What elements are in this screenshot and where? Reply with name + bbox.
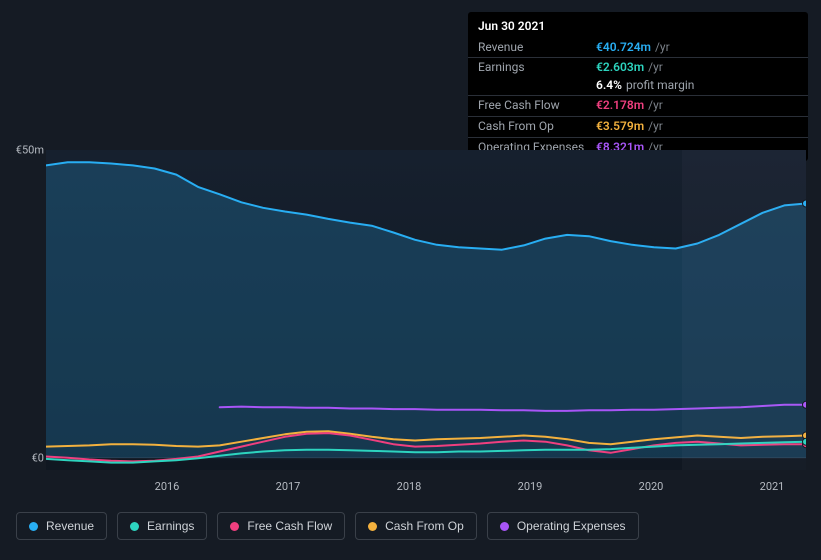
tooltip-row-unit: /yr	[648, 98, 663, 114]
tooltip-row: Revenue€40.724m/yr	[468, 38, 808, 58]
legend-swatch	[230, 522, 239, 531]
legend-label: Revenue	[46, 519, 94, 533]
tooltip-row: Cash From Op€3.579m/yr	[468, 116, 808, 137]
legend-swatch	[500, 522, 509, 531]
tooltip-row-label: Free Cash Flow	[478, 98, 596, 114]
chart-hover-band	[682, 150, 806, 470]
legend-item[interactable]: Operating Expenses	[487, 512, 639, 540]
chart-x-axis: 2016 2017 2018 2019 2020 2021	[16, 480, 806, 498]
legend-label: Operating Expenses	[517, 519, 626, 533]
tooltip-date: Jun 30 2021	[468, 16, 808, 38]
x-axis-label: 2019	[518, 480, 543, 493]
tooltip-row: Free Cash Flow€2.178m/yr	[468, 95, 808, 116]
tooltip-row-value: €40.724m	[596, 40, 651, 56]
financials-chart: €50m€0	[16, 150, 806, 500]
x-axis-label: 2018	[397, 480, 422, 493]
chart-legend: Revenue Earnings Free Cash Flow Cash From O…	[16, 512, 639, 540]
legend-label: Cash From Op	[385, 519, 464, 533]
legend-item[interactable]: Revenue	[16, 512, 107, 540]
legend-item[interactable]: Free Cash Flow	[217, 512, 345, 540]
legend-swatch	[368, 522, 377, 531]
legend-swatch	[29, 522, 38, 531]
tooltip-subrow: 6.4%profit margin	[468, 78, 808, 96]
tooltip-row: Earnings€2.603m/yr	[468, 57, 808, 78]
y-axis-label: €50m	[16, 144, 44, 157]
tooltip-row-label: Earnings	[478, 60, 596, 76]
x-axis-label: 2016	[155, 480, 180, 493]
tooltip-row-label: Revenue	[478, 40, 596, 56]
tooltip-row-value: €2.603m	[596, 60, 644, 76]
legend-label: Free Cash Flow	[247, 519, 332, 533]
tooltip-row-unit: /yr	[648, 119, 663, 135]
tooltip-row-label: Cash From Op	[478, 119, 596, 135]
chart-tooltip: Jun 30 2021 Revenue€40.724m/yrEarnings€2…	[468, 12, 808, 161]
x-axis-label: 2020	[639, 480, 664, 493]
tooltip-sub-value: 6.4%	[596, 78, 622, 94]
x-axis-label: 2017	[276, 480, 301, 493]
legend-item[interactable]: Cash From Op	[355, 512, 477, 540]
legend-swatch	[130, 522, 139, 531]
tooltip-row-value: €3.579m	[596, 119, 644, 135]
tooltip-row-unit: /yr	[655, 40, 670, 56]
legend-item[interactable]: Earnings	[117, 512, 207, 540]
y-axis-label: €0	[32, 451, 44, 464]
tooltip-row-value: €2.178m	[596, 98, 644, 114]
chart-plot[interactable]	[46, 150, 806, 470]
tooltip-row-unit: /yr	[648, 60, 663, 76]
legend-label: Earnings	[147, 519, 194, 533]
tooltip-sub-label: profit margin	[626, 78, 694, 94]
x-axis-label: 2021	[760, 480, 785, 493]
